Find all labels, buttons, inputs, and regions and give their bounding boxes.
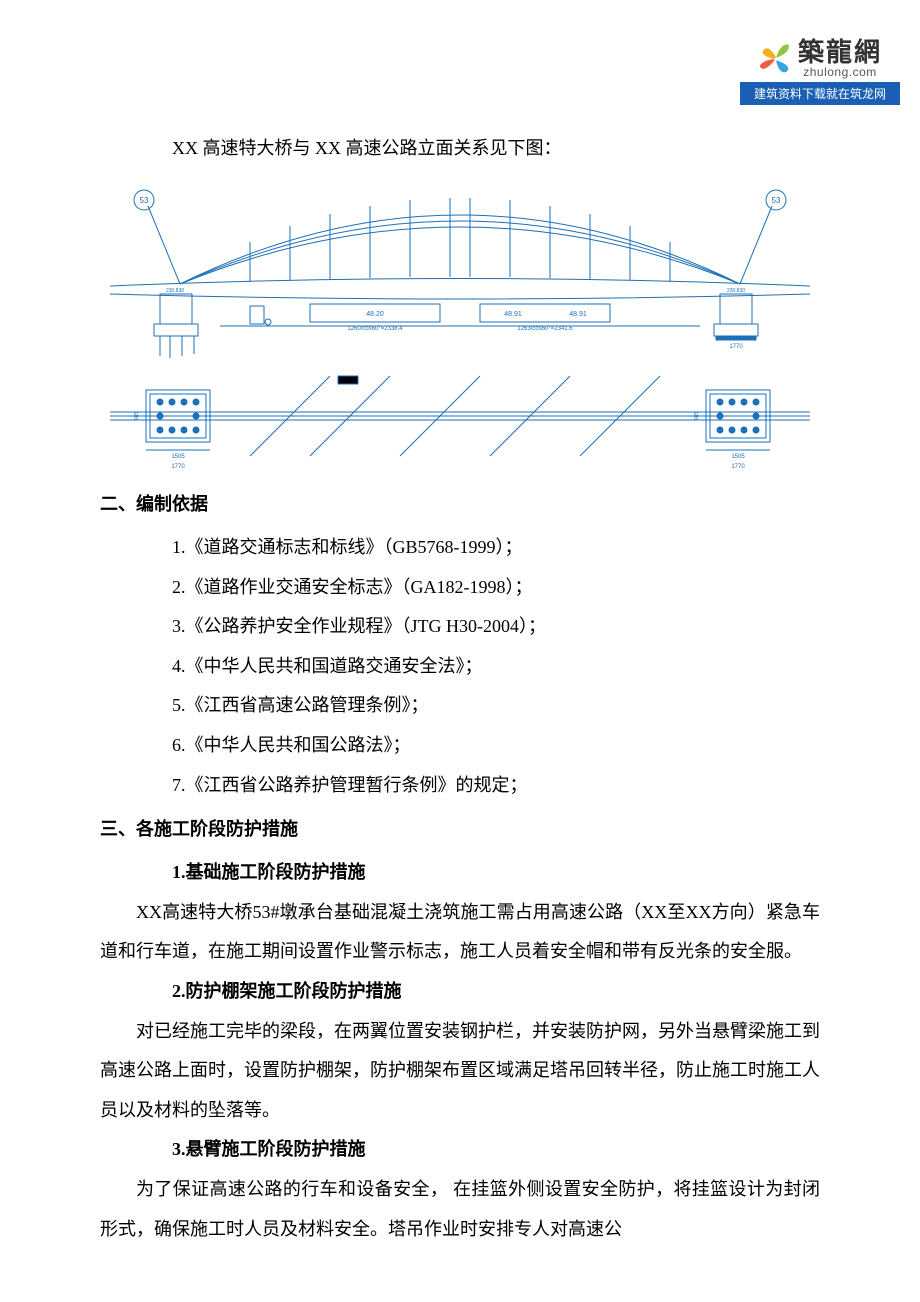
s3-3-title: 3.悬臂施工阶段防护措施 xyxy=(172,1130,820,1170)
ref-item-2: 2.《道路作业交通安全标志》（GA182-1998）； xyxy=(172,568,820,608)
flower-icon xyxy=(758,41,794,77)
section-2-title: 二、编制依据 xyxy=(100,486,820,522)
s3-2-body: 对已经施工完毕的梁段，在两翼位置安装钢护栏，并安装防护网，另外当悬臂梁施工到高速… xyxy=(100,1012,820,1131)
plan-dim-r2: 1770 xyxy=(731,464,745,470)
foot-dim-r: 1770 xyxy=(729,344,743,350)
s3-2-title: 2.防护棚架施工阶段防护措施 xyxy=(172,972,820,1012)
s3-1-body: XX高速特大桥53#墩承台基础混凝土浇筑施工需占用高速公路（XX至XX方向）紧急… xyxy=(100,893,820,972)
ref-item-6: 6.《中华人民共和国公路法》； xyxy=(172,726,820,766)
bridge-svg: 53 53 48.20 48.91 48.91 1260/cos60°=2338… xyxy=(100,176,820,476)
dim-line-1: 1260/cos60°=2338.4 xyxy=(347,326,403,332)
document-page: 築龍網 zhulong.com 建筑资料下载就在筑龙网 XX 高速特大桥与 XX… xyxy=(0,0,920,1289)
petal-4 xyxy=(760,59,774,69)
ref-item-3: 3.《公路养护安全作业规程》（JTG H30-2004）； xyxy=(172,607,820,647)
bridge-diagram: 53 53 48.20 48.91 48.91 1260/cos60°=2338… xyxy=(100,176,820,476)
site-watermark: 築龍網 zhulong.com 建筑资料下载就在筑龙网 xyxy=(740,40,900,105)
s3-1-title: 1.基础施工阶段防护措施 xyxy=(172,853,820,893)
plan-h-r: 985 xyxy=(694,412,700,421)
intro-text: XX 高速特大桥与 XX 高速公路立面关系见下图： xyxy=(172,130,820,166)
plan-dim-l2: 1770 xyxy=(171,464,185,470)
pier-dim-3: 48.91 xyxy=(569,311,587,318)
petal-2 xyxy=(776,44,789,57)
petal-1 xyxy=(763,48,776,59)
ref-item-5: 5.《江西省高速公路管理条例》； xyxy=(172,686,820,726)
ref-item-4: 4.《中华人民共和国道路交通安全法》； xyxy=(172,647,820,687)
section-3-title: 三、各施工阶段防护措施 xyxy=(100,811,820,847)
plan-dim-l1: 1505 xyxy=(171,454,185,460)
logo-url-text: zhulong.com xyxy=(798,66,882,78)
small-dim-r: 230.830 xyxy=(727,288,745,294)
logo-banner: 建筑资料下载就在筑龙网 xyxy=(740,82,900,105)
petal-3 xyxy=(776,61,788,73)
dim-line-2: 1263/cos60°=2341.6 xyxy=(517,326,573,332)
pier-dim-2: 48.91 xyxy=(504,311,522,318)
plan-h-l: 985 xyxy=(134,412,140,421)
pier-dim-1: 48.20 xyxy=(366,311,384,318)
plan-dim-r1: 1505 xyxy=(731,454,745,460)
ref-item-7: 7.《江西省公路养护管理暂行条例》的规定； xyxy=(172,766,820,806)
logo-cn-text: 築龍網 xyxy=(798,40,882,66)
arch-label-right: 53 xyxy=(772,196,781,205)
logo-row: 築龍網 zhulong.com xyxy=(740,40,900,78)
s3-3-body: 为了保证高速公路的行车和设备安全， 在挂篮外侧设置安全防护，将挂篮设计为封闭形式… xyxy=(100,1170,820,1249)
ref-item-1: 1.《道路交通标志和标线》（GB5768-1999）； xyxy=(172,528,820,568)
arch-label-left: 53 xyxy=(140,196,149,205)
small-dim-l: 230.830 xyxy=(166,288,184,294)
logo-text: 築龍網 zhulong.com xyxy=(798,40,882,78)
